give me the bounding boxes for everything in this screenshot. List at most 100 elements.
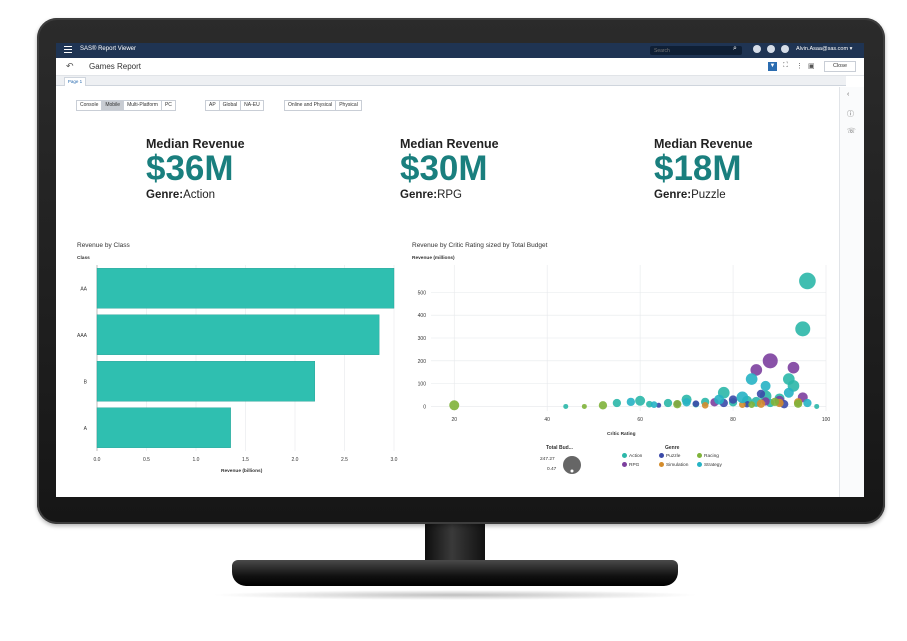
scatter-point [756,399,766,408]
scatter-point [581,403,587,409]
legend-label: Simulation [666,463,689,468]
channel-button[interactable]: Physical [339,102,358,108]
bar-chart-x-label: Revenue (billions) [221,469,263,474]
scatter-point [728,395,738,404]
scatter-point [650,401,658,408]
scatter-point [736,391,749,404]
help-icon[interactable] [781,45,789,53]
legend-label: RPG [629,463,640,468]
search-icon[interactable]: ⌕ [733,45,737,52]
bar-x-tick-label: 1.5 [242,457,249,463]
scatter-x-tick-label: 100 [822,417,831,423]
scatter-x-tick-label: 40 [544,417,550,423]
size-legend-max-bubble [563,456,581,474]
close-button[interactable]: Close [824,61,856,72]
search-input[interactable] [650,46,742,55]
filter-icon[interactable]: ▼ [768,62,777,71]
scatter-point [714,394,725,405]
scatter-y-tick-label: 400 [418,313,427,319]
bar-category-label: B [84,379,88,385]
scatter-point [656,402,662,408]
region-button[interactable]: Global [220,101,242,110]
bar-x-tick-label: 1.0 [193,457,200,463]
bar [96,314,380,355]
legend-swatch [659,453,664,458]
platform-button[interactable]: PC [164,102,172,108]
scatter-chart-title: Revenue by Critic Rating sized by Total … [412,242,548,249]
legend-item[interactable]: Action [622,453,642,459]
size-legend-bubble [563,456,581,474]
scatter-x-tick-label: 60 [637,417,643,423]
bar [96,407,231,448]
collapse-chevron-icon[interactable]: ‹ [847,91,850,98]
kpi-genre: Genre:Action [146,189,286,201]
settings-icon[interactable] [767,45,775,53]
platform-button-selected[interactable]: Mobile [102,101,125,110]
scatter-chart-y-label: Revenue (millions) [412,256,455,261]
bar [96,361,316,402]
user-menu[interactable]: Alvin.Asaa@sas.com ▾ [796,46,853,52]
scatter-point [762,353,778,369]
legend-swatch [697,462,702,467]
legend-label: Puzzle [666,454,681,459]
kpi-genre-value: Action [183,189,216,201]
info-icon[interactable]: ⓘ [847,111,854,118]
legend-item[interactable]: Strategy [697,462,722,468]
undo-icon[interactable]: ↶ [66,61,74,71]
legend-item[interactable]: RPG [622,462,639,468]
bar [96,268,395,309]
expand-icon[interactable]: ⛶ [783,62,788,69]
legend-label: Strategy [704,463,722,468]
channel-filter: Online and Physical Physical [284,100,362,111]
region-button[interactable]: NA-EU [244,102,260,108]
scatter-point [598,401,608,410]
scatter-point [803,398,812,408]
kpi-tile[interactable]: Median Revenue $18M Genre:Puzzle [654,137,794,201]
kpi-genre: Genre:Puzzle [654,189,794,201]
legend-swatch [659,462,664,467]
stand-shadow [210,590,700,600]
platform-button[interactable]: Multi-Platform [124,101,162,110]
bar-x-tick-label: 2.0 [292,457,299,463]
scatter-point [770,397,780,407]
kpi-genre-label: Genre: [146,189,184,201]
size-legend-max: 247.27 [540,457,555,462]
scatter-chart-x-label: Critic Rating [607,432,636,437]
platform-filter: Console Mobile Multi-Platform PC [76,100,176,111]
region-button[interactable]: AP [206,101,220,110]
kpi-value: $18M [654,149,742,188]
bar-category-label: A [84,426,88,432]
kpi-label: Median Revenue [654,137,753,151]
legend-label: Action [629,454,643,459]
legend-swatch [622,453,627,458]
menu-icon[interactable] [64,46,72,54]
scatter-y-tick-label: 300 [418,336,427,342]
comments-icon[interactable]: ▣ [808,63,815,70]
kpi-tile[interactable]: Median Revenue $30M Genre:RPG [400,137,540,201]
report-toolbar: ↶ Games Report ▼ ⛶ ⋮ ▣ Close [56,58,864,76]
app-title: SAS® Report Viewer [80,46,137,52]
scatter-point [756,389,766,399]
kpi-genre-value: RPG [437,189,462,201]
platform-button[interactable]: Console [77,101,103,110]
legend-item[interactable]: Simulation [659,462,688,468]
scatter-point [626,397,635,407]
size-legend-min: 0.47 [547,467,557,472]
notifications-icon[interactable] [753,45,761,53]
legend-item[interactable]: Racing [697,453,719,459]
scatter-chart[interactable]: 0 100 200 300 400 500 20 40 60 80 100 [411,261,831,431]
bar-category-label: AA [80,286,87,292]
legend-item[interactable]: Puzzle [659,453,680,459]
kpi-label: Median Revenue [400,137,499,151]
scatter-y-tick-label: 100 [418,382,427,388]
legend-label: Racing [704,454,719,459]
legend-swatch [697,453,702,458]
more-options-icon[interactable]: ⋮ [796,63,803,70]
scatter-point [783,387,794,398]
comment-icon[interactable]: ☏ [847,128,856,135]
channel-button[interactable]: Online and Physical [285,101,337,110]
tab-page-1[interactable]: Page 1 [64,77,86,86]
kpi-tile[interactable]: Median Revenue $36M Genre:Action [146,137,286,201]
